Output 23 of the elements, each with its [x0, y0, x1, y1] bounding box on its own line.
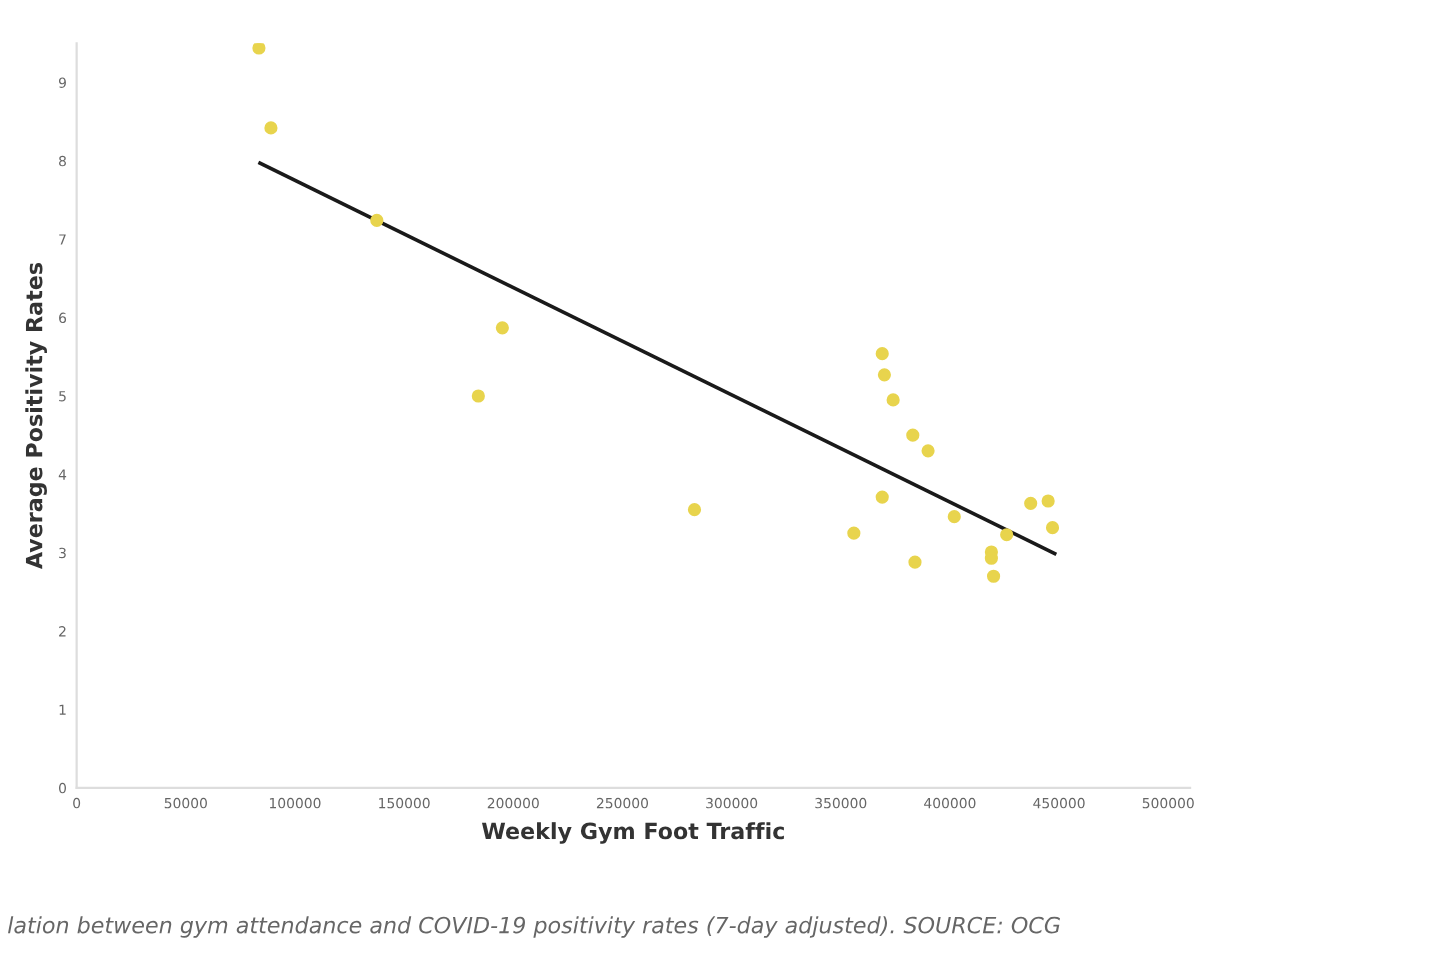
point [1041, 494, 1055, 508]
point [875, 347, 889, 361]
point [687, 503, 702, 517]
point [908, 555, 922, 569]
point [370, 213, 384, 228]
text: lation between gym attendance and COVID-19 positivity rates (7-day adjusted). SOURCE: OCG [8, 916, 1060, 938]
point [1024, 496, 1038, 510]
point [877, 368, 891, 382]
point [906, 428, 920, 442]
point [947, 510, 961, 524]
point [495, 321, 509, 335]
point [921, 444, 935, 458]
point [1045, 521, 1060, 535]
point [471, 389, 485, 403]
point [252, 43, 266, 55]
point [1000, 528, 1014, 542]
point [875, 490, 889, 504]
point [986, 569, 1001, 583]
point [886, 393, 900, 407]
y-axis-title: Average Positivity Rates [25, 263, 47, 570]
point [264, 121, 278, 135]
point [847, 526, 861, 540]
x-axis-title: Weekly Gym Foot Traffic [481, 822, 784, 844]
